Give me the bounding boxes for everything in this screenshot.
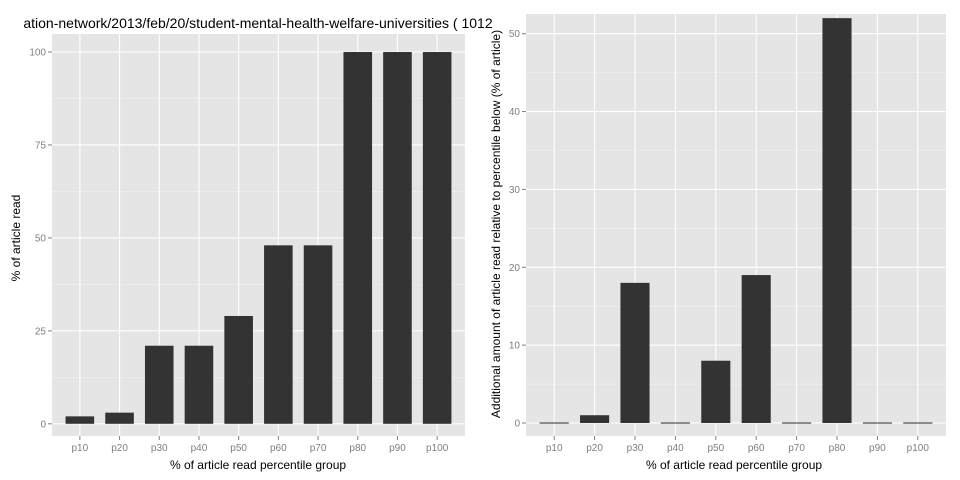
right-bars [539,18,933,424]
left-bar-p20 [105,412,134,424]
right-y-tick-label: 40 [509,107,521,118]
left-bars [65,52,452,424]
right-plot-panel [526,14,946,436]
left-x-tick-label: p40 [191,443,208,454]
left-chart-title: ation-network/2013/feb/20/student-mental… [23,15,492,31]
right-x-tick-label: p40 [667,443,684,454]
right-x-tick-label: p10 [546,443,563,454]
right-x-ticks: p10 p20 p30 p40 p50 p60 p70 p80 p90 p100 [546,436,930,454]
left-bar-p90 [383,52,412,424]
right-x-axis-title: % of article read percentile group [646,458,822,472]
right-y-tick-label: 0 [514,419,520,430]
left-bar-p40 [184,345,214,424]
right-y-tick-label: 20 [509,263,521,274]
right-y-tick-label: 50 [509,29,521,40]
left-x-tick-label: p90 [389,443,406,454]
left-x-ticks: p10 p20 p30 p40 p50 p60 p70 p80 p90 p100 [72,436,449,454]
right-x-tick-label: p20 [586,443,603,454]
right-x-tick-label: p90 [869,443,886,454]
right-x-tick-label: p100 [907,443,930,454]
right-bar-p30 [620,282,650,423]
left-y-ticks: 0 25 50 75 100 [29,48,52,430]
left-x-tick-label: p80 [349,443,366,454]
left-bar-p10 [65,416,95,424]
right-bar-p50 [701,360,731,423]
right-bar-p60 [741,275,771,423]
right-gridlines [526,14,946,436]
left-y-tick-label: 25 [35,326,47,337]
left-bar-p100 [422,52,452,424]
left-bar-p30 [144,345,174,424]
left-bar-p50 [224,315,253,424]
left-x-tick-label: p70 [310,443,327,454]
right-x-tick-label: p50 [707,443,724,454]
left-x-tick-label: p100 [426,443,449,454]
left-y-tick-label: 0 [40,419,46,430]
left-bar-p70 [303,245,333,424]
left-y-tick-label: 50 [35,233,47,244]
right-x-tick-label: p60 [748,443,765,454]
right-y-tick-label: 30 [509,185,521,196]
right-bar-p80 [822,18,852,424]
left-y-tick-label: 100 [29,48,46,59]
right-x-tick-label: p80 [829,443,846,454]
right-y-tick-label: 10 [509,341,521,352]
left-x-tick-label: p50 [230,443,247,454]
left-x-tick-label: p20 [111,443,128,454]
left-bar-p60 [264,245,293,424]
right-y-ticks: 0 10 20 30 40 50 [509,29,526,430]
right-bar-p20 [580,415,610,423]
left-y-axis-title: % of article read [9,195,23,282]
left-x-tick-label: p10 [72,443,89,454]
right-x-tick-label: p70 [788,443,805,454]
left-x-tick-label: p30 [151,443,168,454]
left-bar-p80 [343,52,373,424]
left-x-axis-title: % of article read percentile group [170,458,346,472]
left-x-tick-label: p60 [270,443,287,454]
right-y-axis-title: Additional amount of article read relati… [489,30,503,418]
left-y-tick-label: 75 [35,140,47,151]
right-x-tick-label: p30 [627,443,644,454]
